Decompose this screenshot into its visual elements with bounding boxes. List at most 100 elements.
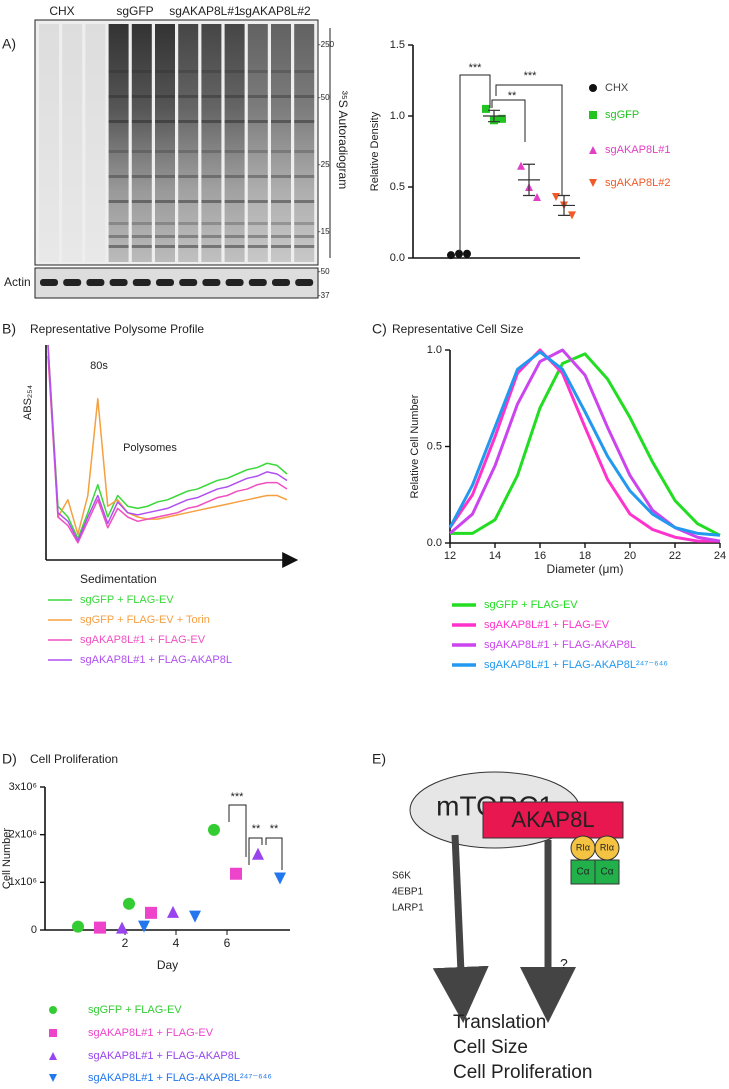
- subunit-label: Cα: [600, 867, 613, 878]
- y-tick-label: 0: [31, 924, 37, 936]
- x-tick-label: 16: [534, 550, 546, 562]
- y-tick-label: 1x10⁶: [9, 876, 37, 888]
- catalytic-subunit: [570, 859, 596, 885]
- blot-band: [224, 245, 245, 248]
- target-label: S6K: [392, 871, 411, 882]
- blot-band: [271, 150, 291, 153]
- loading-label: Actin: [4, 275, 31, 289]
- error-bar: [523, 163, 535, 197]
- legend-label: sgGFP + FLAG-EV: [88, 1004, 182, 1016]
- blot-band: [247, 222, 268, 225]
- legend-label: sgAKAP8L#1 + FLAG-AKAP8L: [88, 1050, 240, 1062]
- point: [552, 192, 560, 201]
- x-axis-label: Diameter (μm): [547, 562, 624, 576]
- legend-label: sgGFP: [605, 109, 639, 121]
- legend-label: sgAKAP8L#1: [605, 144, 670, 156]
- blot-band: [271, 70, 291, 73]
- subunit-label: RIα: [600, 842, 614, 852]
- y-tick-label: 3x10⁶: [9, 781, 37, 793]
- marker-label: -15: [318, 227, 330, 236]
- blot-band: [224, 175, 245, 178]
- y-axis-label: Relative Cell Number: [409, 394, 421, 498]
- y-axis-label: ABS₂₅₄: [22, 384, 34, 420]
- blot-lane: [131, 24, 152, 262]
- legend-marker: [589, 146, 597, 154]
- legend-label: sgAKAP8L#1 + FLAG-AKAP8L: [484, 639, 636, 651]
- legend-marker: [49, 1074, 57, 1082]
- blot-band: [247, 200, 268, 203]
- point: [533, 192, 541, 201]
- legend-label: sgAKAP8L#1 + FLAG-AKAP8L²⁴⁷⁻⁶⁴⁶: [88, 1072, 272, 1084]
- annotation: Polysomes: [123, 442, 177, 454]
- y-tick-label: 0.5: [427, 440, 442, 452]
- blot-band: [201, 150, 222, 153]
- blot-band: [155, 222, 175, 225]
- chart-title: Cell Proliferation: [30, 752, 118, 766]
- y-axis-label: Cell Number: [1, 828, 13, 889]
- blot-band: [224, 150, 245, 153]
- point: [568, 211, 576, 220]
- panel-label: A): [2, 36, 16, 52]
- point: [230, 867, 242, 880]
- blot-band: [201, 70, 222, 73]
- actin-band: [272, 279, 290, 286]
- blot-band: [155, 150, 175, 153]
- point: [189, 910, 201, 923]
- blot-band: [294, 70, 315, 73]
- blot-lane: [108, 24, 129, 262]
- lane-label: sgGFP: [116, 4, 153, 18]
- legend-label: sgAKAP8L#1 + FLAG-EV: [88, 1027, 214, 1039]
- protein-label: AKAP8L: [511, 807, 594, 832]
- blot-band: [131, 120, 152, 123]
- blot-band: [201, 175, 222, 178]
- arrow: [432, 834, 489, 1023]
- blot-band: [224, 95, 245, 98]
- blot-band: [224, 120, 245, 123]
- lane-label: CHX: [49, 4, 74, 18]
- annotation: **: [252, 823, 261, 835]
- y-tick-label: 2x10⁶: [9, 829, 37, 841]
- blot-band: [294, 150, 315, 153]
- blot-band: [108, 150, 129, 153]
- actin-band: [156, 279, 174, 286]
- blot-band: [201, 245, 222, 248]
- blot-band: [294, 222, 315, 225]
- x-tick-label: 14: [489, 550, 501, 562]
- blot-band: [108, 235, 129, 238]
- legend-marker: [589, 111, 597, 119]
- actin-band: [132, 279, 151, 286]
- point: [498, 114, 506, 123]
- x-tick-label: 20: [624, 550, 636, 562]
- y-tick-label: 0.0: [427, 537, 442, 549]
- actin-band: [63, 279, 82, 286]
- output-label: Cell Proliferation: [453, 1062, 592, 1083]
- panel-label: E): [372, 751, 386, 767]
- panel-label: B): [2, 321, 16, 337]
- blot-band: [108, 222, 129, 225]
- legend-marker: [49, 1006, 57, 1014]
- blot-band: [271, 175, 291, 178]
- point: [455, 249, 463, 258]
- annotation: **: [270, 823, 279, 835]
- point: [252, 847, 264, 860]
- annotation: ***: [469, 62, 483, 74]
- annotation: ***: [231, 791, 245, 803]
- blot-band: [178, 150, 199, 153]
- point: [517, 161, 525, 170]
- blot-band: [155, 95, 175, 98]
- legend-label: sgAKAP8L#1 + FLAG-AKAP8L²⁴⁷⁻⁶⁴⁶: [484, 659, 668, 671]
- annotation: 80s: [90, 360, 108, 372]
- point: [116, 921, 128, 934]
- blot-band: [201, 200, 222, 203]
- blot-band: [178, 120, 199, 123]
- blot-band: [271, 245, 291, 248]
- output-label: Cell Size: [453, 1037, 528, 1058]
- legend-marker: [589, 84, 597, 92]
- blot-band: [271, 235, 291, 238]
- blot-band: [178, 222, 199, 225]
- lane-label: sgAKAP8L#2: [239, 4, 311, 18]
- actin-band: [248, 279, 267, 286]
- blot-band: [131, 70, 152, 73]
- legend-marker: [589, 179, 597, 187]
